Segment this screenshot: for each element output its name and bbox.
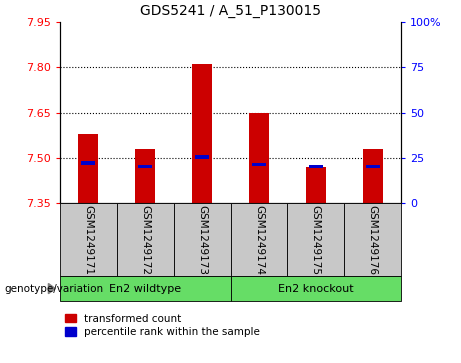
Bar xyxy=(78,134,98,203)
Text: En2 wildtype: En2 wildtype xyxy=(109,284,181,294)
Bar xyxy=(195,155,209,159)
Bar xyxy=(60,203,117,276)
Bar xyxy=(174,203,230,276)
Text: GSM1249172: GSM1249172 xyxy=(140,205,150,274)
Bar xyxy=(60,276,230,301)
Text: GSM1249175: GSM1249175 xyxy=(311,205,321,274)
Bar xyxy=(306,167,326,203)
Bar xyxy=(309,164,323,168)
Bar xyxy=(287,203,344,276)
Bar xyxy=(81,161,95,165)
Bar xyxy=(138,164,152,168)
Bar xyxy=(230,276,401,301)
Bar xyxy=(135,149,155,203)
Title: GDS5241 / A_51_P130015: GDS5241 / A_51_P130015 xyxy=(140,4,321,18)
Bar xyxy=(192,64,212,203)
Legend: transformed count, percentile rank within the sample: transformed count, percentile rank withi… xyxy=(65,314,260,337)
Bar xyxy=(363,149,383,203)
Bar xyxy=(366,164,380,168)
Text: GSM1249173: GSM1249173 xyxy=(197,205,207,274)
Text: GSM1249174: GSM1249174 xyxy=(254,205,264,274)
Text: GSM1249176: GSM1249176 xyxy=(367,205,378,274)
Text: En2 knockout: En2 knockout xyxy=(278,284,354,294)
Bar xyxy=(249,113,269,203)
Text: GSM1249171: GSM1249171 xyxy=(83,205,94,274)
Text: genotype/variation: genotype/variation xyxy=(5,284,104,294)
Bar xyxy=(117,203,174,276)
Bar xyxy=(230,203,287,276)
Bar xyxy=(252,163,266,166)
Bar xyxy=(344,203,401,276)
